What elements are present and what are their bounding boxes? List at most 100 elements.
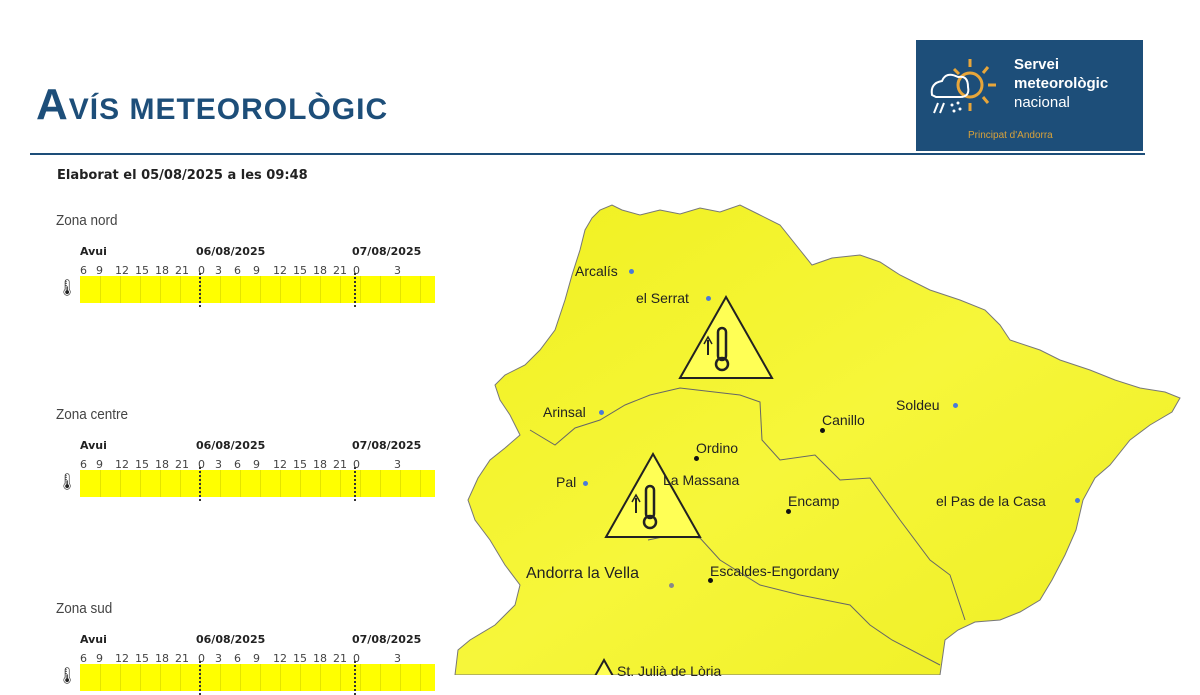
hour-label: 21 — [333, 652, 347, 665]
thermometer-warning-icon — [678, 294, 774, 379]
thermometer-icon: 🌡 — [57, 278, 78, 297]
hour-label: 6 — [80, 652, 87, 665]
warning-level-bar — [80, 467, 435, 501]
map-place-label: La Massana — [663, 472, 740, 488]
hour-label: 0 — [353, 652, 360, 665]
hour-label: 21 — [175, 652, 189, 665]
day-label: 07/08/2025 — [352, 633, 422, 646]
map-place-label: Canillo — [822, 412, 865, 428]
hour-label: 3 — [215, 652, 222, 665]
hour-label: 3 — [394, 264, 401, 277]
day-label: 06/08/2025 — [196, 245, 266, 258]
hour-label: 12 — [273, 264, 287, 277]
weather-logo-icon — [930, 59, 996, 114]
hour-label: 21 — [175, 458, 189, 471]
hour-label: 0 — [198, 652, 205, 665]
hour-label: 0 — [198, 264, 205, 277]
hour-label: 12 — [273, 458, 287, 471]
logo: Servei meteorològic nacional Principat d'A… — [916, 40, 1143, 151]
place-marker — [599, 410, 604, 415]
hour-label: 9 — [253, 264, 260, 277]
hour-label: 18 — [155, 264, 169, 277]
divider — [30, 153, 1145, 155]
hour-label: 18 — [313, 458, 327, 471]
andorra-warning-map — [454, 204, 1181, 675]
zone-title: Zona nord — [56, 212, 118, 229]
place-marker — [694, 456, 699, 461]
hour-label: 18 — [155, 652, 169, 665]
hour-label: 18 — [313, 652, 327, 665]
hour-label: 3 — [215, 458, 222, 471]
day-label: 06/08/2025 — [196, 633, 266, 646]
hour-label: 12 — [115, 264, 129, 277]
hour-label: 3 — [394, 458, 401, 471]
place-marker — [1075, 498, 1080, 503]
hour-label: 18 — [155, 458, 169, 471]
map-place-label: Arinsal — [543, 404, 586, 420]
place-marker — [953, 403, 958, 408]
map-place-label: Soldeu — [896, 397, 940, 413]
day-label: 07/08/2025 — [352, 245, 422, 258]
hour-label: 15 — [135, 458, 149, 471]
day-label: Avui — [80, 633, 107, 646]
day-label: Avui — [80, 439, 107, 452]
hour-label: 0 — [353, 458, 360, 471]
map-place-label: Escaldes-Engordany — [710, 563, 840, 579]
zone-border-nord-centre — [529, 387, 966, 621]
map-territory — [454, 204, 1181, 675]
place-marker — [820, 428, 825, 433]
day-label: 07/08/2025 — [352, 439, 422, 452]
hour-label: 18 — [313, 264, 327, 277]
zone-title: Zona sud — [56, 600, 113, 617]
map-place-label: Encamp — [788, 493, 840, 509]
hour-label: 15 — [293, 652, 307, 665]
warning-level-bar — [80, 273, 435, 307]
place-marker — [706, 296, 711, 301]
hour-label: 15 — [293, 458, 307, 471]
hour-label: 6 — [234, 264, 241, 277]
place-marker — [708, 578, 713, 583]
map-place-label: St. Julià de Lòria — [617, 663, 722, 679]
map-place-label: Ordino — [696, 440, 739, 456]
hour-label: 9 — [96, 458, 103, 471]
hour-label: 6 — [80, 458, 87, 471]
thermometer-warning-icon — [594, 657, 614, 675]
hour-label: 9 — [96, 652, 103, 665]
hour-label: 6 — [80, 264, 87, 277]
hour-label: 3 — [215, 264, 222, 277]
hour-label: 15 — [293, 264, 307, 277]
place-marker — [629, 269, 634, 274]
thermometer-icon: 🌡 — [57, 472, 78, 491]
hour-label: 0 — [353, 264, 360, 277]
logo-text: Servei meteorològic nacional — [1014, 56, 1109, 111]
hour-label: 9 — [253, 458, 260, 471]
place-marker — [669, 583, 674, 588]
hour-label: 15 — [135, 652, 149, 665]
hour-label: 0 — [198, 458, 205, 471]
hour-label: 12 — [115, 652, 129, 665]
map-place-label: el Pas de la Casa — [936, 493, 1046, 509]
logo-subtitle: Principat d'Andorra — [968, 130, 1053, 141]
day-label: Avui — [80, 245, 107, 258]
hour-label: 12 — [273, 652, 287, 665]
hour-label: 9 — [253, 652, 260, 665]
hour-label: 21 — [333, 458, 347, 471]
place-marker — [583, 481, 588, 486]
hour-label: 21 — [333, 264, 347, 277]
hour-label: 3 — [394, 652, 401, 665]
map-place-label: Pal — [556, 474, 577, 490]
hour-label: 9 — [96, 264, 103, 277]
hour-label: 21 — [175, 264, 189, 277]
map-place-label: Andorra la Vella — [526, 565, 639, 582]
thermometer-warning-icon — [604, 451, 702, 538]
zone-title: Zona centre — [56, 406, 129, 423]
place-marker — [786, 509, 791, 514]
hour-label: 6 — [234, 652, 241, 665]
hour-label: 15 — [135, 264, 149, 277]
day-label: 06/08/2025 — [196, 439, 266, 452]
map-place-label: el Serrat — [636, 290, 689, 306]
map-place-label: Arcalís — [575, 263, 618, 279]
hour-label: 12 — [115, 458, 129, 471]
elaborat-timestamp: Elaborat el 05/08/2025 a les 09:48 — [57, 168, 308, 183]
page-title: AVÍS METEOROLÒGIC — [36, 80, 389, 129]
